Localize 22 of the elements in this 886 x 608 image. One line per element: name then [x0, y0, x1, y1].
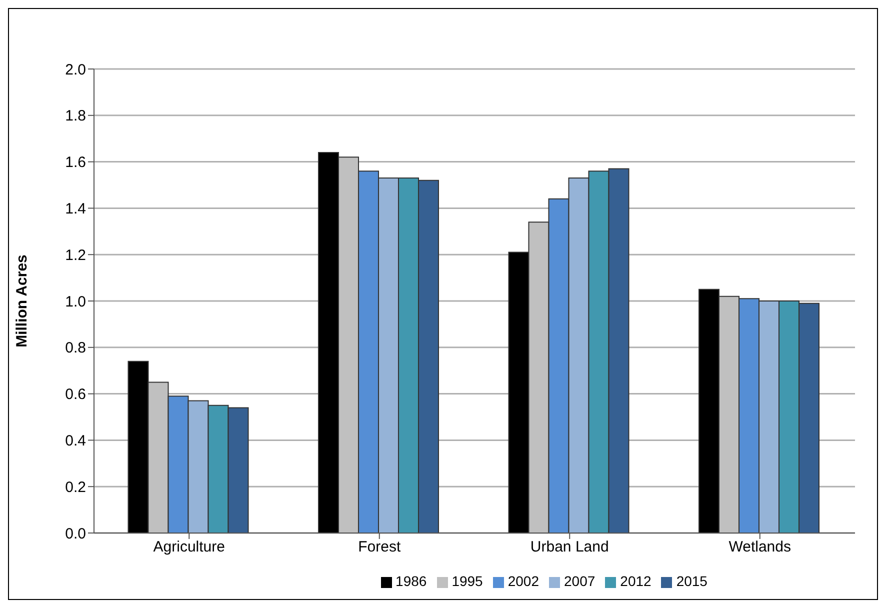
- y-tick-label: 0.8: [65, 340, 86, 357]
- legend-label: 1986: [396, 573, 427, 589]
- y-tick-label: 2.0: [65, 61, 86, 78]
- y-tick-label: 1.8: [65, 108, 86, 125]
- legend-label: 2002: [508, 573, 539, 589]
- y-tick-label: 1.4: [65, 200, 86, 218]
- x-tick-label: Urban Land: [530, 538, 609, 556]
- legend-label: 1995: [452, 573, 483, 589]
- x-tick-label: Wetlands: [728, 538, 792, 556]
- y-axis-title: Million Acres: [13, 254, 30, 348]
- x-tick-label: Forest: [358, 538, 402, 556]
- y-tick-label: 0.0: [65, 525, 86, 542]
- y-tick-label: 0.6: [65, 386, 86, 404]
- legend-label: 2007: [564, 573, 596, 589]
- y-tick-label: 0.4: [65, 432, 86, 450]
- y-tick-label: 1.2: [65, 246, 86, 264]
- x-tick-label: Agriculture: [153, 538, 225, 556]
- y-tick-label: 1.0: [65, 293, 86, 310]
- y-tick-label: 1.6: [65, 154, 86, 172]
- y-tick-label: 0.2: [65, 478, 86, 496]
- legend-label: 2012: [620, 573, 652, 589]
- legend-label: 2015: [676, 573, 708, 589]
